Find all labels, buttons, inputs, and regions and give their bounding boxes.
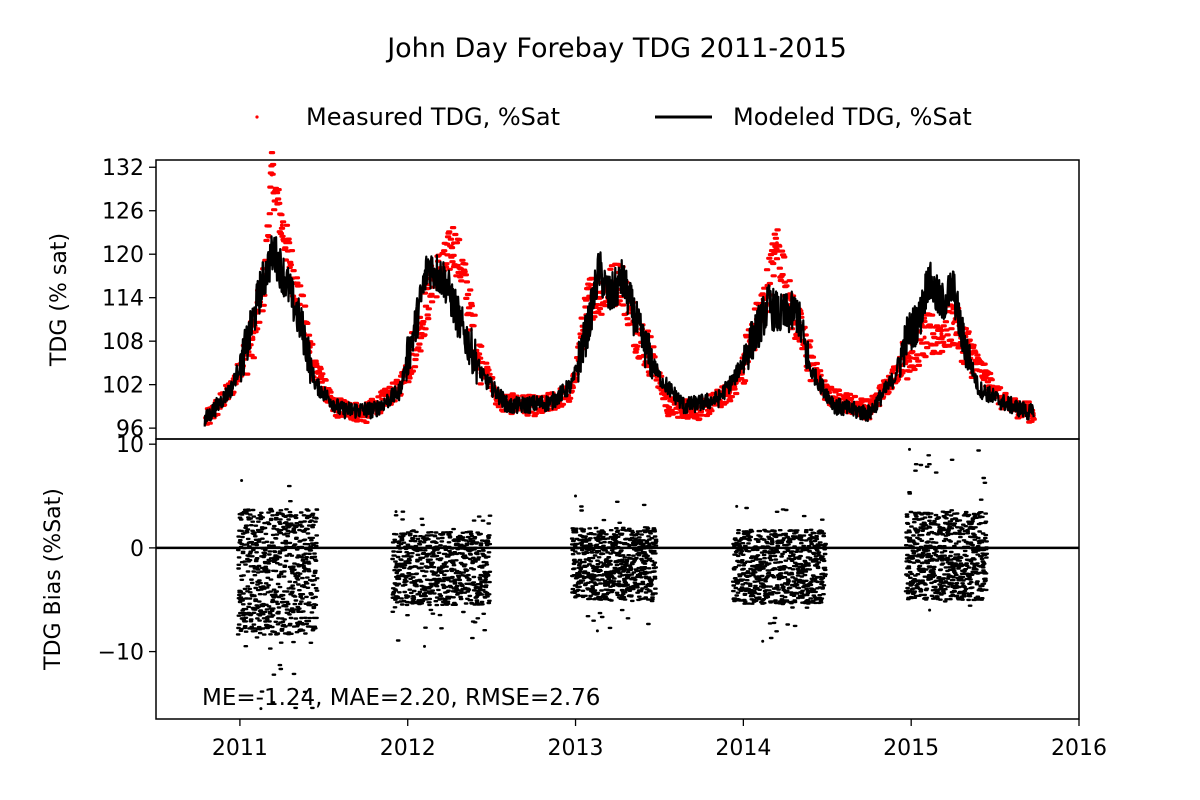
bias-panel-marks [156,447,1079,711]
bias-max-point [908,447,911,451]
bias-segment [235,479,320,711]
x-tick-label: 2011 [212,736,268,761]
stats-annotation: ME=-1.24, MAE=2.20, RMSE=2.76 [202,685,600,711]
tdg-y-tick-label: 102 [102,374,144,399]
measured-tdg-point [951,321,956,326]
tdg-y-tick-label: 114 [102,287,144,312]
tdg-y-tick-label: 96 [116,417,144,442]
measured-tdg-point [461,270,466,275]
bias-min-point [259,707,263,711]
legend: Measured TDG, %Sat Modeled TDG, %Sat [255,103,972,131]
measured-tdg-point [251,335,256,340]
tdg-y-tick-label: 126 [102,200,144,225]
bias-segment [730,504,828,643]
bias-segment [903,447,990,612]
bias-max-point [394,510,398,514]
x-tick-label: 2014 [715,736,771,761]
bias-points [569,500,659,630]
measured-tdg-point [922,335,927,340]
bias-y-tick-label: −10 [98,641,144,666]
bias-segment [390,510,493,648]
bias-panel-frame [155,438,1080,720]
bias-y-axis-label: TDG Bias (%Sat) [41,488,66,671]
legend-label-measured: Measured TDG, %Sat [306,103,560,131]
legend-label-modeled: Modeled TDG, %Sat [733,103,972,131]
measured-tdg-point [984,375,989,380]
bias-min-point [761,639,765,643]
measured-tdg-point [451,241,455,246]
tdg-y-tick-label: 132 [102,156,144,181]
measured-tdg-point [665,404,670,409]
tdg-y-tick-label: 120 [102,243,144,268]
bias-points [390,510,493,642]
bias-y-tick-label: 10 [116,433,144,458]
measured-tdg-point [279,223,284,228]
modeled-tdg-line [203,235,1035,427]
bias-max-point [240,479,244,482]
x-tick-label: 2013 [548,736,604,761]
measured-tdg-point [774,241,779,246]
tdg-y-tick-label: 108 [102,330,144,355]
bias-points [730,506,828,640]
tdg-panel-marks [203,151,1037,427]
measured-tdg-point [269,172,274,177]
chart-title: John Day Forebay TDG 2011-2015 [385,33,847,64]
legend-marker-measured [255,115,259,119]
x-tick-label: 2012 [380,736,436,761]
x-tick-label: 2015 [883,736,939,761]
bias-points [903,449,990,607]
bias-min-point [595,629,599,633]
bias-y-tick-label: 0 [130,537,144,562]
measured-tdg-point [419,324,424,329]
measured-tdg-point [293,281,298,286]
bias-segment [569,494,659,633]
bias-max-point [574,494,577,498]
bias-min-point [423,644,426,648]
bias-min-point [928,608,932,612]
bias-points [235,484,320,710]
x-tick-label: 2016 [1051,736,1107,761]
bias-max-point [735,504,739,508]
measured-tdg-point [733,386,737,391]
measured-tdg-point [939,331,944,336]
tdg-y-axis-label: TDG (% sat) [47,233,72,367]
